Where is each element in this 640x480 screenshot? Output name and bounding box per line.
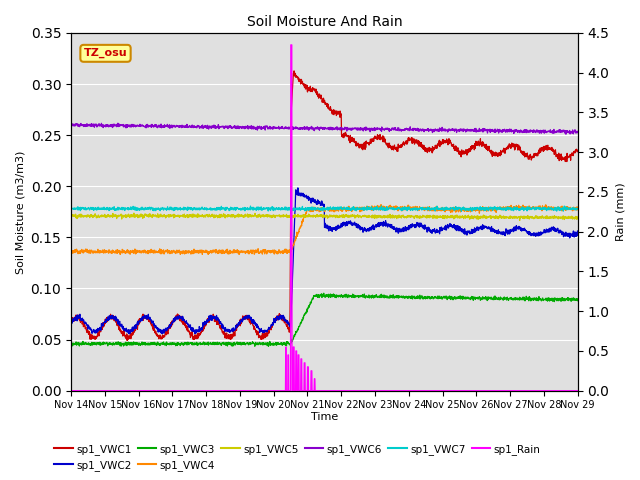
- sp1_VWC5: [559, 213, 567, 219]
- sp1_VWC6: [67, 122, 75, 128]
- sp1_VWC7: [560, 206, 568, 212]
- Line: sp1_VWC3: sp1_VWC3: [71, 293, 578, 346]
- sp1_VWC1: [291, 68, 298, 74]
- sp1_VWC5: [516, 217, 524, 223]
- sp1_VWC4: [93, 250, 100, 256]
- sp1_Rain: [67, 388, 75, 394]
- sp1_VWC1: [301, 84, 308, 90]
- sp1_VWC1: [559, 156, 567, 161]
- sp1_VWC4: [377, 202, 385, 207]
- sp1_VWC4: [116, 252, 124, 257]
- sp1_VWC1: [124, 337, 131, 343]
- sp1_VWC3: [300, 312, 308, 317]
- sp1_VWC5: [67, 213, 75, 219]
- sp1_VWC6: [574, 130, 582, 135]
- Y-axis label: Soil Moisture (m3/m3): Soil Moisture (m3/m3): [15, 150, 25, 274]
- sp1_VWC2: [67, 320, 75, 326]
- sp1_VWC5: [314, 212, 321, 218]
- sp1_VWC3: [265, 343, 273, 349]
- sp1_VWC2: [560, 234, 568, 240]
- sp1_VWC4: [559, 207, 567, 213]
- sp1_VWC5: [93, 214, 100, 219]
- sp1_VWC1: [93, 334, 100, 339]
- sp1_VWC3: [467, 296, 474, 301]
- sp1_VWC5: [467, 215, 474, 221]
- sp1_VWC3: [560, 298, 568, 303]
- sp1_VWC6: [314, 125, 321, 131]
- Y-axis label: Rain (mm): Rain (mm): [615, 182, 625, 241]
- sp1_VWC7: [467, 204, 474, 210]
- Text: TZ_osu: TZ_osu: [84, 48, 127, 59]
- sp1_VWC6: [467, 127, 474, 133]
- sp1_Rain: [559, 388, 567, 394]
- Line: sp1_VWC1: sp1_VWC1: [71, 71, 578, 340]
- sp1_VWC2: [93, 329, 100, 335]
- Line: sp1_VWC4: sp1_VWC4: [71, 204, 578, 254]
- sp1_VWC6: [559, 128, 567, 134]
- sp1_VWC3: [559, 297, 567, 302]
- sp1_VWC2: [574, 229, 582, 235]
- sp1_VWC6: [559, 128, 567, 134]
- sp1_VWC7: [67, 205, 75, 211]
- Line: sp1_VWC2: sp1_VWC2: [71, 188, 578, 334]
- sp1_VWC7: [314, 206, 321, 212]
- sp1_Rain: [467, 388, 474, 394]
- sp1_VWC4: [560, 205, 568, 211]
- sp1_VWC5: [574, 214, 582, 220]
- sp1_VWC6: [562, 131, 570, 137]
- sp1_VWC1: [67, 319, 75, 324]
- sp1_VWC1: [560, 156, 568, 162]
- Line: sp1_VWC7: sp1_VWC7: [71, 206, 578, 211]
- sp1_VWC2: [125, 331, 132, 336]
- Line: sp1_Rain: sp1_Rain: [71, 45, 578, 391]
- sp1_VWC3: [67, 341, 75, 347]
- sp1_VWC4: [300, 214, 308, 220]
- Legend: sp1_VWC1, sp1_VWC2, sp1_VWC3, sp1_VWC4, sp1_VWC5, sp1_VWC6, sp1_VWC7, sp1_Rain: sp1_VWC1, sp1_VWC2, sp1_VWC3, sp1_VWC4, …: [50, 439, 545, 475]
- sp1_VWC1: [467, 148, 474, 154]
- sp1_VWC6: [300, 124, 308, 130]
- sp1_VWC7: [574, 206, 582, 212]
- sp1_Rain: [559, 388, 567, 394]
- sp1_VWC6: [93, 124, 100, 130]
- sp1_VWC1: [314, 92, 322, 97]
- sp1_VWC3: [574, 298, 582, 303]
- X-axis label: Time: Time: [311, 412, 338, 422]
- Line: sp1_VWC5: sp1_VWC5: [71, 213, 578, 220]
- sp1_Rain: [300, 360, 308, 366]
- sp1_VWC5: [300, 212, 308, 217]
- sp1_VWC2: [467, 230, 474, 236]
- sp1_VWC7: [458, 208, 465, 214]
- sp1_VWC4: [467, 209, 474, 215]
- sp1_Rain: [574, 388, 582, 394]
- sp1_Rain: [93, 388, 100, 394]
- sp1_VWC7: [300, 207, 308, 213]
- sp1_VWC4: [574, 204, 582, 210]
- sp1_Rain: [314, 388, 321, 394]
- sp1_VWC2: [301, 192, 308, 198]
- sp1_VWC7: [378, 203, 385, 209]
- sp1_VWC1: [574, 148, 582, 154]
- sp1_VWC3: [314, 295, 321, 300]
- sp1_VWC3: [93, 340, 100, 346]
- sp1_VWC5: [560, 213, 568, 219]
- sp1_VWC3: [320, 290, 328, 296]
- sp1_VWC2: [559, 231, 567, 237]
- sp1_VWC4: [67, 250, 75, 256]
- sp1_VWC6: [114, 120, 122, 126]
- sp1_VWC7: [559, 208, 567, 214]
- sp1_VWC2: [294, 185, 301, 191]
- Line: sp1_VWC6: sp1_VWC6: [71, 123, 578, 134]
- Title: Soil Moisture And Rain: Soil Moisture And Rain: [246, 15, 402, 29]
- sp1_VWC5: [130, 210, 138, 216]
- sp1_Rain: [287, 42, 294, 48]
- sp1_VWC7: [93, 206, 100, 212]
- sp1_VWC2: [314, 198, 322, 204]
- sp1_VWC4: [314, 206, 321, 212]
